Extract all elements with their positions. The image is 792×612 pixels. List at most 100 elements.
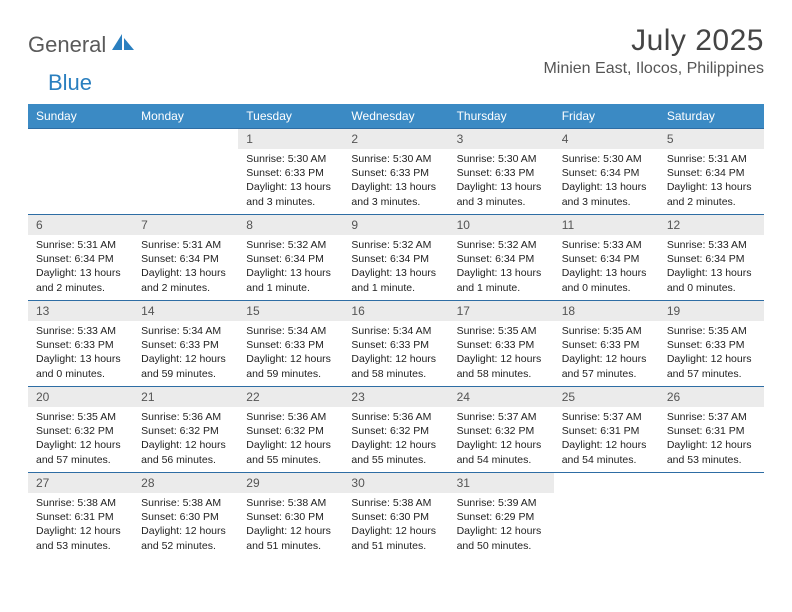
day-number: 13 [28, 301, 133, 321]
calendar-day-cell: 23Sunrise: 5:36 AMSunset: 6:32 PMDayligh… [343, 387, 448, 473]
weekday-header-cell: Wednesday [343, 104, 448, 129]
day-details: Sunrise: 5:37 AMSunset: 6:31 PMDaylight:… [554, 407, 659, 471]
brand-logo: General [28, 24, 136, 58]
day-number: 4 [554, 129, 659, 149]
calendar-day-cell: 17Sunrise: 5:35 AMSunset: 6:33 PMDayligh… [449, 301, 554, 387]
day-number: 27 [28, 473, 133, 493]
day-number: 8 [238, 215, 343, 235]
calendar-week-row: 27Sunrise: 5:38 AMSunset: 6:31 PMDayligh… [28, 473, 764, 559]
day-number: 25 [554, 387, 659, 407]
calendar-day-cell: 26Sunrise: 5:37 AMSunset: 6:31 PMDayligh… [659, 387, 764, 473]
day-details: Sunrise: 5:31 AMSunset: 6:34 PMDaylight:… [133, 235, 238, 299]
day-number: 1 [238, 129, 343, 149]
calendar-table: SundayMondayTuesdayWednesdayThursdayFrid… [28, 104, 764, 559]
calendar-day-cell: 15Sunrise: 5:34 AMSunset: 6:33 PMDayligh… [238, 301, 343, 387]
calendar-day-cell: 21Sunrise: 5:36 AMSunset: 6:32 PMDayligh… [133, 387, 238, 473]
location-text: Minien East, Ilocos, Philippines [543, 60, 764, 78]
day-number: 10 [449, 215, 554, 235]
day-details: Sunrise: 5:32 AMSunset: 6:34 PMDaylight:… [343, 235, 448, 299]
calendar-day-cell: 11Sunrise: 5:33 AMSunset: 6:34 PMDayligh… [554, 215, 659, 301]
calendar-day-cell: . [133, 129, 238, 215]
day-number: 21 [133, 387, 238, 407]
day-details: Sunrise: 5:30 AMSunset: 6:34 PMDaylight:… [554, 149, 659, 213]
weekday-header: SundayMondayTuesdayWednesdayThursdayFrid… [28, 104, 764, 129]
day-number: 26 [659, 387, 764, 407]
calendar-day-cell: 10Sunrise: 5:32 AMSunset: 6:34 PMDayligh… [449, 215, 554, 301]
calendar-week-row: 6Sunrise: 5:31 AMSunset: 6:34 PMDaylight… [28, 215, 764, 301]
calendar-day-cell: 31Sunrise: 5:39 AMSunset: 6:29 PMDayligh… [449, 473, 554, 559]
calendar-day-cell: 9Sunrise: 5:32 AMSunset: 6:34 PMDaylight… [343, 215, 448, 301]
calendar-week-row: 13Sunrise: 5:33 AMSunset: 6:33 PMDayligh… [28, 301, 764, 387]
calendar-page: General July 2025 Minien East, Ilocos, P… [0, 0, 792, 583]
day-number: 22 [238, 387, 343, 407]
calendar-day-cell: 30Sunrise: 5:38 AMSunset: 6:30 PMDayligh… [343, 473, 448, 559]
calendar-body: ..1Sunrise: 5:30 AMSunset: 6:33 PMDaylig… [28, 129, 764, 559]
day-number: 20 [28, 387, 133, 407]
day-number: 17 [449, 301, 554, 321]
day-details: Sunrise: 5:36 AMSunset: 6:32 PMDaylight:… [238, 407, 343, 471]
day-number: 24 [449, 387, 554, 407]
calendar-day-cell: 27Sunrise: 5:38 AMSunset: 6:31 PMDayligh… [28, 473, 133, 559]
day-number: 18 [554, 301, 659, 321]
day-details: Sunrise: 5:39 AMSunset: 6:29 PMDaylight:… [449, 493, 554, 557]
calendar-day-cell: 2Sunrise: 5:30 AMSunset: 6:33 PMDaylight… [343, 129, 448, 215]
day-details: Sunrise: 5:30 AMSunset: 6:33 PMDaylight:… [238, 149, 343, 213]
calendar-day-cell: 13Sunrise: 5:33 AMSunset: 6:33 PMDayligh… [28, 301, 133, 387]
brand-word-1: General [28, 32, 106, 58]
calendar-day-cell: 22Sunrise: 5:36 AMSunset: 6:32 PMDayligh… [238, 387, 343, 473]
day-details: Sunrise: 5:36 AMSunset: 6:32 PMDaylight:… [133, 407, 238, 471]
day-number: 9 [343, 215, 448, 235]
calendar-day-cell: 14Sunrise: 5:34 AMSunset: 6:33 PMDayligh… [133, 301, 238, 387]
day-details: Sunrise: 5:35 AMSunset: 6:33 PMDaylight:… [659, 321, 764, 385]
day-details: Sunrise: 5:38 AMSunset: 6:30 PMDaylight:… [343, 493, 448, 557]
day-details: Sunrise: 5:32 AMSunset: 6:34 PMDaylight:… [238, 235, 343, 299]
calendar-day-cell: 5Sunrise: 5:31 AMSunset: 6:34 PMDaylight… [659, 129, 764, 215]
calendar-day-cell: 16Sunrise: 5:34 AMSunset: 6:33 PMDayligh… [343, 301, 448, 387]
day-number: 14 [133, 301, 238, 321]
day-number: 29 [238, 473, 343, 493]
day-details: Sunrise: 5:35 AMSunset: 6:33 PMDaylight:… [554, 321, 659, 385]
day-number: 7 [133, 215, 238, 235]
day-details: Sunrise: 5:37 AMSunset: 6:31 PMDaylight:… [659, 407, 764, 471]
weekday-header-cell: Thursday [449, 104, 554, 129]
day-details: Sunrise: 5:37 AMSunset: 6:32 PMDaylight:… [449, 407, 554, 471]
weekday-header-cell: Sunday [28, 104, 133, 129]
day-number: 19 [659, 301, 764, 321]
calendar-day-cell: 29Sunrise: 5:38 AMSunset: 6:30 PMDayligh… [238, 473, 343, 559]
day-details: Sunrise: 5:31 AMSunset: 6:34 PMDaylight:… [28, 235, 133, 299]
weekday-header-cell: Saturday [659, 104, 764, 129]
day-number: 15 [238, 301, 343, 321]
calendar-day-cell: . [28, 129, 133, 215]
calendar-day-cell: 24Sunrise: 5:37 AMSunset: 6:32 PMDayligh… [449, 387, 554, 473]
calendar-day-cell: 20Sunrise: 5:35 AMSunset: 6:32 PMDayligh… [28, 387, 133, 473]
calendar-day-cell: 25Sunrise: 5:37 AMSunset: 6:31 PMDayligh… [554, 387, 659, 473]
day-number: 12 [659, 215, 764, 235]
day-number: 6 [28, 215, 133, 235]
title-block: July 2025 Minien East, Ilocos, Philippin… [543, 24, 764, 78]
day-details: Sunrise: 5:38 AMSunset: 6:30 PMDaylight:… [133, 493, 238, 557]
brand-word-2: Blue [48, 70, 92, 96]
day-details: Sunrise: 5:32 AMSunset: 6:34 PMDaylight:… [449, 235, 554, 299]
day-number: 23 [343, 387, 448, 407]
month-title: July 2025 [543, 24, 764, 58]
day-number: 5 [659, 129, 764, 149]
day-details: Sunrise: 5:33 AMSunset: 6:34 PMDaylight:… [659, 235, 764, 299]
day-number: 16 [343, 301, 448, 321]
calendar-week-row: 20Sunrise: 5:35 AMSunset: 6:32 PMDayligh… [28, 387, 764, 473]
weekday-header-cell: Friday [554, 104, 659, 129]
calendar-day-cell: 3Sunrise: 5:30 AMSunset: 6:33 PMDaylight… [449, 129, 554, 215]
day-number: 30 [343, 473, 448, 493]
calendar-day-cell: 8Sunrise: 5:32 AMSunset: 6:34 PMDaylight… [238, 215, 343, 301]
calendar-week-row: ..1Sunrise: 5:30 AMSunset: 6:33 PMDaylig… [28, 129, 764, 215]
day-details: Sunrise: 5:34 AMSunset: 6:33 PMDaylight:… [133, 321, 238, 385]
day-details: Sunrise: 5:38 AMSunset: 6:30 PMDaylight:… [238, 493, 343, 557]
calendar-day-cell: 12Sunrise: 5:33 AMSunset: 6:34 PMDayligh… [659, 215, 764, 301]
calendar-day-cell: 7Sunrise: 5:31 AMSunset: 6:34 PMDaylight… [133, 215, 238, 301]
calendar-day-cell: 1Sunrise: 5:30 AMSunset: 6:33 PMDaylight… [238, 129, 343, 215]
day-number: 11 [554, 215, 659, 235]
calendar-day-cell: . [554, 473, 659, 559]
day-details: Sunrise: 5:35 AMSunset: 6:33 PMDaylight:… [449, 321, 554, 385]
day-details: Sunrise: 5:31 AMSunset: 6:34 PMDaylight:… [659, 149, 764, 213]
weekday-header-cell: Monday [133, 104, 238, 129]
day-number: 31 [449, 473, 554, 493]
